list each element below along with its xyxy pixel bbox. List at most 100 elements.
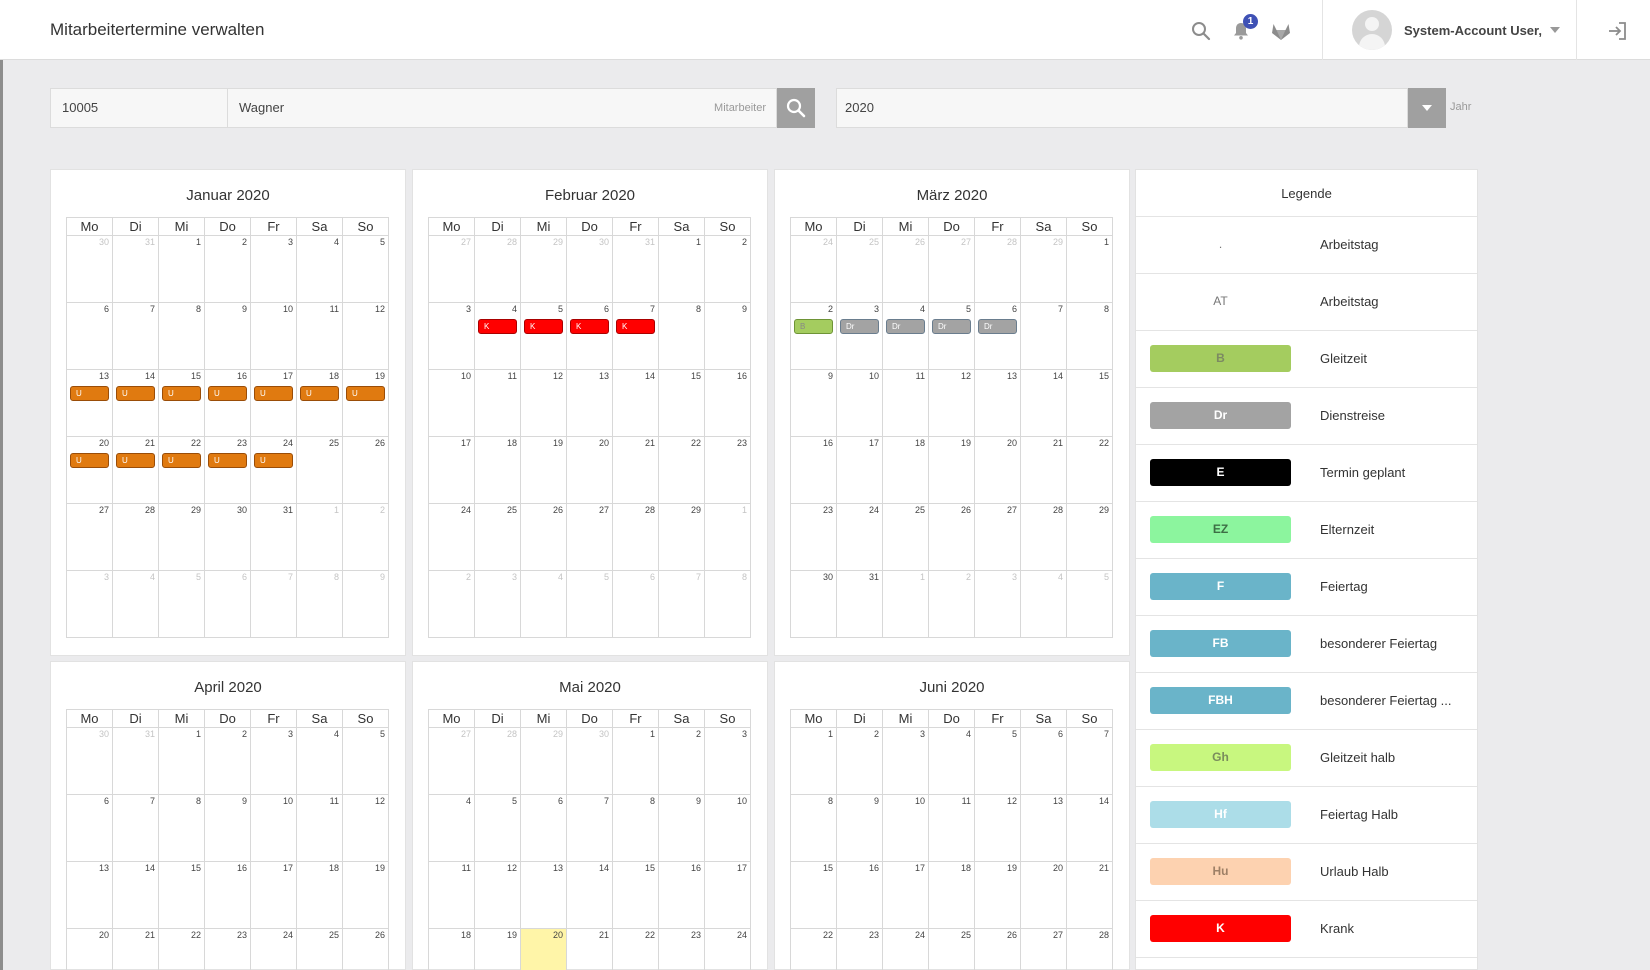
day-cell[interactable]: 18 xyxy=(882,436,929,504)
day-cell[interactable]: 27 xyxy=(66,503,113,571)
day-cell[interactable]: 7 xyxy=(658,570,705,638)
appointment-badge[interactable]: K xyxy=(616,319,655,334)
day-cell[interactable]: 3 xyxy=(974,570,1021,638)
day-cell[interactable]: 30 xyxy=(790,570,837,638)
day-cell[interactable]: 27 xyxy=(566,503,613,571)
day-cell[interactable]: 4 Dr xyxy=(882,302,929,370)
day-cell[interactable]: 24 xyxy=(250,928,297,970)
day-cell[interactable]: 8 xyxy=(658,302,705,370)
day-cell[interactable]: 25 xyxy=(296,928,343,970)
day-cell[interactable]: 24 xyxy=(836,503,883,571)
day-cell[interactable]: 28 xyxy=(474,235,521,303)
day-cell[interactable]: 4 xyxy=(112,570,159,638)
day-cell[interactable]: 11 xyxy=(296,302,343,370)
day-cell[interactable]: 12 xyxy=(342,794,389,862)
day-cell[interactable]: 8 xyxy=(612,794,659,862)
day-cell[interactable]: 14 xyxy=(566,861,613,929)
day-cell[interactable]: 4 xyxy=(1020,570,1067,638)
day-cell[interactable]: 23 xyxy=(204,928,251,970)
day-cell[interactable]: 1 xyxy=(612,727,659,795)
day-cell[interactable]: 28 xyxy=(474,727,521,795)
day-cell[interactable]: 10 xyxy=(428,369,475,437)
day-cell[interactable]: 7 xyxy=(1020,302,1067,370)
day-cell[interactable]: 26 xyxy=(342,928,389,970)
day-cell[interactable]: 27 xyxy=(428,727,475,795)
day-cell[interactable]: 28 xyxy=(612,503,659,571)
day-cell[interactable]: 28 xyxy=(1020,503,1067,571)
day-cell[interactable]: 13 xyxy=(1020,794,1067,862)
day-cell[interactable]: 18 xyxy=(428,928,475,970)
day-cell[interactable]: 9 xyxy=(704,302,751,370)
day-cell[interactable]: 3 xyxy=(704,727,751,795)
day-cell[interactable]: 17 xyxy=(836,436,883,504)
day-cell[interactable]: 21 xyxy=(1020,436,1067,504)
day-cell[interactable]: 13 xyxy=(66,861,113,929)
day-cell[interactable]: 9 xyxy=(204,302,251,370)
day-cell[interactable]: 10 xyxy=(704,794,751,862)
day-cell[interactable]: 25 xyxy=(474,503,521,571)
day-cell[interactable]: 5 xyxy=(342,235,389,303)
day-cell[interactable]: 30 xyxy=(66,235,113,303)
day-cell[interactable]: 5 xyxy=(474,794,521,862)
day-cell[interactable]: 28 xyxy=(974,235,1021,303)
day-cell[interactable]: 7 xyxy=(1066,727,1113,795)
day-cell[interactable]: 12 xyxy=(474,861,521,929)
day-cell[interactable]: 1 xyxy=(882,570,929,638)
day-cell[interactable]: 12 xyxy=(974,794,1021,862)
day-cell[interactable]: 29 xyxy=(158,503,205,571)
day-cell[interactable]: 3 xyxy=(250,235,297,303)
employee-name-field[interactable]: Wagner Mitarbeiter xyxy=(228,88,777,128)
day-cell[interactable]: 8 xyxy=(158,794,205,862)
day-cell[interactable]: 24 xyxy=(428,503,475,571)
day-cell[interactable]: 16 xyxy=(836,861,883,929)
day-cell[interactable]: 8 xyxy=(158,302,205,370)
day-cell[interactable]: 27 xyxy=(428,235,475,303)
day-cell[interactable]: 15 xyxy=(158,861,205,929)
day-cell[interactable]: 24 xyxy=(882,928,929,970)
day-cell[interactable]: 28 xyxy=(1066,928,1113,970)
day-cell[interactable]: 8 xyxy=(704,570,751,638)
day-cell[interactable]: 19 xyxy=(474,928,521,970)
day-cell[interactable]: 13 xyxy=(974,369,1021,437)
day-cell[interactable]: 19 xyxy=(974,861,1021,929)
day-cell[interactable]: 2 xyxy=(658,727,705,795)
day-cell[interactable]: 3 xyxy=(882,727,929,795)
year-field[interactable]: 2020 xyxy=(836,88,1408,128)
day-cell[interactable]: 31 xyxy=(112,235,159,303)
day-cell[interactable]: 24 xyxy=(704,928,751,970)
day-cell[interactable]: 17 xyxy=(882,861,929,929)
day-cell[interactable]: 21 U xyxy=(112,436,159,504)
day-cell[interactable]: 13 U xyxy=(66,369,113,437)
day-cell[interactable]: 19 xyxy=(342,861,389,929)
day-cell[interactable]: 14 U xyxy=(112,369,159,437)
day-cell[interactable]: 17 xyxy=(704,861,751,929)
day-cell[interactable]: 20 xyxy=(974,436,1021,504)
day-cell[interactable]: 30 xyxy=(204,503,251,571)
day-cell[interactable]: 20 xyxy=(1020,861,1067,929)
day-cell[interactable]: 18 xyxy=(474,436,521,504)
day-cell[interactable]: 14 xyxy=(612,369,659,437)
day-cell[interactable]: 26 xyxy=(928,503,975,571)
day-cell[interactable]: 4 xyxy=(428,794,475,862)
day-cell[interactable]: 18 U xyxy=(296,369,343,437)
day-cell[interactable]: 1 xyxy=(790,727,837,795)
day-cell[interactable]: 18 xyxy=(296,861,343,929)
day-cell[interactable]: 11 xyxy=(474,369,521,437)
day-cell[interactable]: 1 xyxy=(296,503,343,571)
day-cell[interactable]: 10 xyxy=(250,302,297,370)
day-cell[interactable]: 19 U xyxy=(342,369,389,437)
day-cell[interactable]: 31 xyxy=(112,727,159,795)
day-cell[interactable]: 4 xyxy=(296,727,343,795)
user-menu[interactable]: System-Account User, xyxy=(1352,9,1560,51)
logout-icon[interactable] xyxy=(1604,18,1630,44)
day-cell[interactable]: 1 xyxy=(1066,235,1113,303)
day-cell[interactable]: 22 xyxy=(158,928,205,970)
day-cell[interactable]: 17 U xyxy=(250,369,297,437)
day-cell[interactable]: 9 xyxy=(836,794,883,862)
day-cell[interactable]: 13 xyxy=(520,861,567,929)
day-cell[interactable]: 5 xyxy=(974,727,1021,795)
day-cell[interactable]: 5 Dr xyxy=(928,302,975,370)
